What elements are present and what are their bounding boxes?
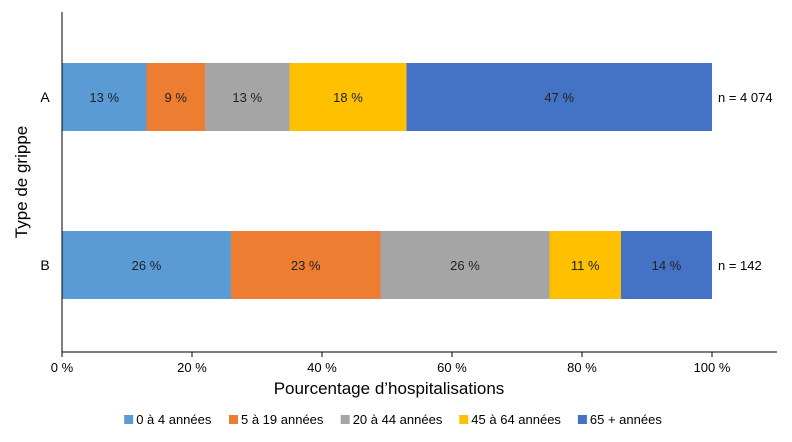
category-label: A — [40, 89, 50, 105]
bars-group — [62, 63, 712, 299]
bar-segment — [289, 63, 407, 131]
bar-value-label: 13 % — [232, 90, 262, 105]
bar-segment — [205, 63, 290, 131]
legend-swatch — [340, 415, 350, 424]
total-labels-group: n = 4 074 n = 142 — [718, 90, 773, 273]
legend-label: 5 à 19 années — [241, 412, 324, 427]
bar-value-label: 11 % — [571, 258, 600, 273]
total-label: n = 142 — [718, 258, 762, 273]
category-labels-group: AB — [40, 89, 50, 273]
bar-value-label: 14 % — [652, 258, 682, 273]
legend-label: 0 à 4 années — [136, 412, 212, 427]
x-ticks-group: 0 % 20 % 40 % 60 % 80 % 100 % — [51, 352, 731, 375]
x-tick-label: 20 % — [177, 360, 207, 375]
bar-segment — [231, 231, 381, 299]
legend-swatch — [459, 415, 469, 424]
bar-segment — [621, 231, 712, 299]
x-tick-label: 0 % — [51, 360, 74, 375]
y-axis-title: Type de grippe — [12, 126, 31, 238]
x-axis-title: Pourcentage d’hospitalisations — [274, 379, 505, 398]
bar-segment — [146, 63, 205, 131]
x-tick-label: 100 % — [694, 360, 731, 375]
bar-value-label: 9 % — [165, 90, 188, 105]
legend-label: 65 + années — [590, 412, 662, 427]
legend: 0 à 4 années 5 à 19 années 20 à 44 années 4… — [124, 412, 662, 427]
bar-value-label: 13 % — [89, 90, 119, 105]
bar-segment — [380, 231, 550, 299]
bar-segment — [62, 231, 231, 299]
bar-segment — [406, 63, 712, 131]
bar-value-label: 26 % — [450, 258, 480, 273]
bar-value-label: 26 % — [132, 258, 162, 273]
category-label: B — [40, 257, 49, 273]
bar-value-label: 47 % — [544, 90, 574, 105]
bar-labels-group: 13 % 9 % 13 % 18 % 47 % 26 % 23 % 26 % 11 % 14 % — [89, 90, 681, 273]
legend-swatch — [124, 415, 134, 424]
bar-segment — [549, 231, 621, 299]
bar-value-label: 23 % — [291, 258, 321, 273]
x-tick-label: 80 % — [567, 360, 597, 375]
axes-group — [61, 12, 777, 353]
legend-swatch — [229, 415, 238, 424]
bar-segment — [62, 63, 147, 131]
x-tick-label: 40 % — [307, 360, 337, 375]
x-tick-label: 60 % — [437, 360, 467, 375]
total-label: n = 4 074 — [718, 90, 773, 105]
legend-swatch — [577, 415, 587, 424]
legend-label: 45 à 64 années — [471, 412, 561, 427]
bar-value-label: 18 % — [333, 90, 363, 105]
legend-label: 20 à 44 années — [353, 412, 443, 427]
